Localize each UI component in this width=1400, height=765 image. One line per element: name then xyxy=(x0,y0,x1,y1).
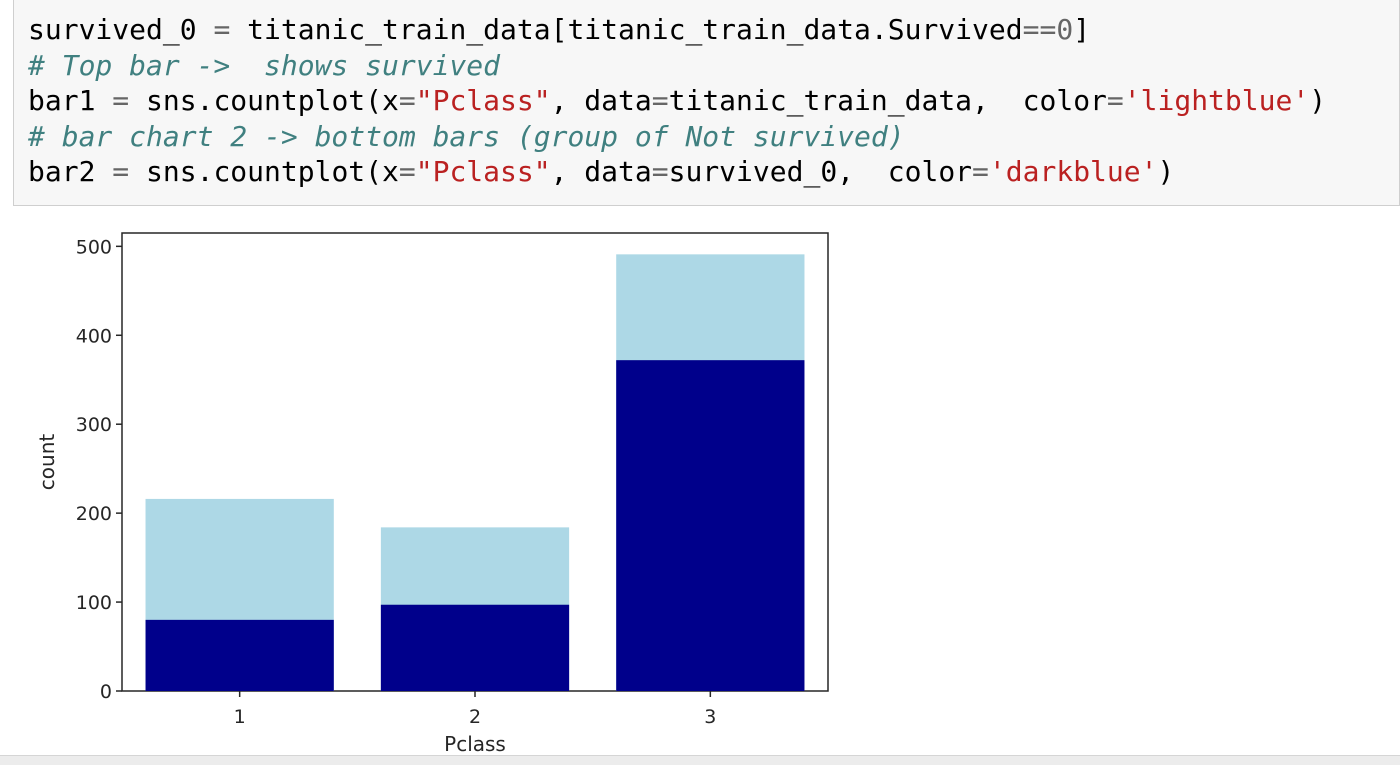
code-token: bar2 xyxy=(28,155,113,188)
code-token: ) xyxy=(1157,155,1175,188)
code-comment-line[interactable]: # bar chart 2 -> bottom bars (group of N… xyxy=(28,119,905,155)
code-line[interactable]: bar1 = sns.countplot(x="Pclass", data=ti… xyxy=(28,83,1326,119)
countplot-chart: 0 100 200 300 400 500 1 2 3 Pclass count xyxy=(35,232,829,755)
code-token: # Top bar -> shows survived xyxy=(28,48,501,82)
y-axis-label: count xyxy=(35,434,59,491)
code-token: = xyxy=(112,155,130,188)
code-token: = xyxy=(213,13,231,46)
y-axis: 0 100 200 300 400 500 xyxy=(76,236,122,703)
x-tick-label: 3 xyxy=(704,706,716,728)
code-token: 'darkblue' xyxy=(988,155,1158,188)
y-tick-label: 200 xyxy=(76,503,112,525)
code-token: ] xyxy=(1073,13,1091,46)
code-token: == xyxy=(1022,13,1057,46)
code-token: ) xyxy=(1309,84,1327,117)
code-token: titanic_train_data, color xyxy=(668,84,1107,117)
output-area: 0 100 200 300 400 500 1 2 3 Pclass count xyxy=(0,206,1400,755)
code-token: # bar chart 2 -> bottom bars (group of N… xyxy=(28,119,905,153)
bar-not-survived-pclass-2 xyxy=(380,604,570,691)
bars xyxy=(145,254,805,691)
code-token: = xyxy=(112,84,130,117)
x-axis-label: Pclass xyxy=(444,732,506,755)
code-token: survived_0 xyxy=(28,13,214,46)
y-tick-label: 0 xyxy=(100,681,112,703)
code-token: = xyxy=(651,155,669,188)
bottom-strip xyxy=(0,755,1400,765)
code-token: , data xyxy=(550,84,652,117)
code-token: 0 xyxy=(1056,13,1074,46)
code-token: "Pclass" xyxy=(415,155,551,188)
code-token: = xyxy=(972,155,989,188)
code-token: bar1 xyxy=(28,84,113,117)
code-line[interactable]: bar2 = sns.countplot(x="Pclass", data=su… xyxy=(28,154,1174,190)
y-tick-label: 300 xyxy=(76,414,112,436)
code-token: titanic_train_data[titanic_train_data.Su… xyxy=(230,13,1023,46)
code-cell[interactable]: survived_0 = titanic_train_data[titanic_… xyxy=(13,0,1400,206)
code-token: = xyxy=(398,155,416,188)
code-token: 'lightblue' xyxy=(1123,84,1310,117)
bar-not-survived-pclass-1 xyxy=(145,619,334,691)
bar-not-survived-pclass-3 xyxy=(616,360,805,691)
code-token: = xyxy=(398,84,416,117)
code-token: "Pclass" xyxy=(415,84,551,117)
x-tick-label: 1 xyxy=(234,706,246,728)
code-comment-line[interactable]: # Top bar -> shows survived xyxy=(28,48,500,84)
code-token: survived_0, color xyxy=(668,155,973,188)
code-token: , data xyxy=(550,155,652,188)
code-token: = xyxy=(1106,84,1124,117)
y-tick-label: 100 xyxy=(76,592,112,614)
code-line[interactable]: survived_0 = titanic_train_data[titanic_… xyxy=(28,12,1090,48)
y-tick-label: 500 xyxy=(76,236,112,258)
code-token: sns.countplot(x xyxy=(129,155,399,188)
x-axis: 1 2 3 xyxy=(234,691,716,728)
y-tick-label: 400 xyxy=(76,325,112,347)
x-tick-label: 2 xyxy=(469,706,481,728)
code-token: = xyxy=(651,84,669,117)
code-token: sns.countplot(x xyxy=(129,84,399,117)
